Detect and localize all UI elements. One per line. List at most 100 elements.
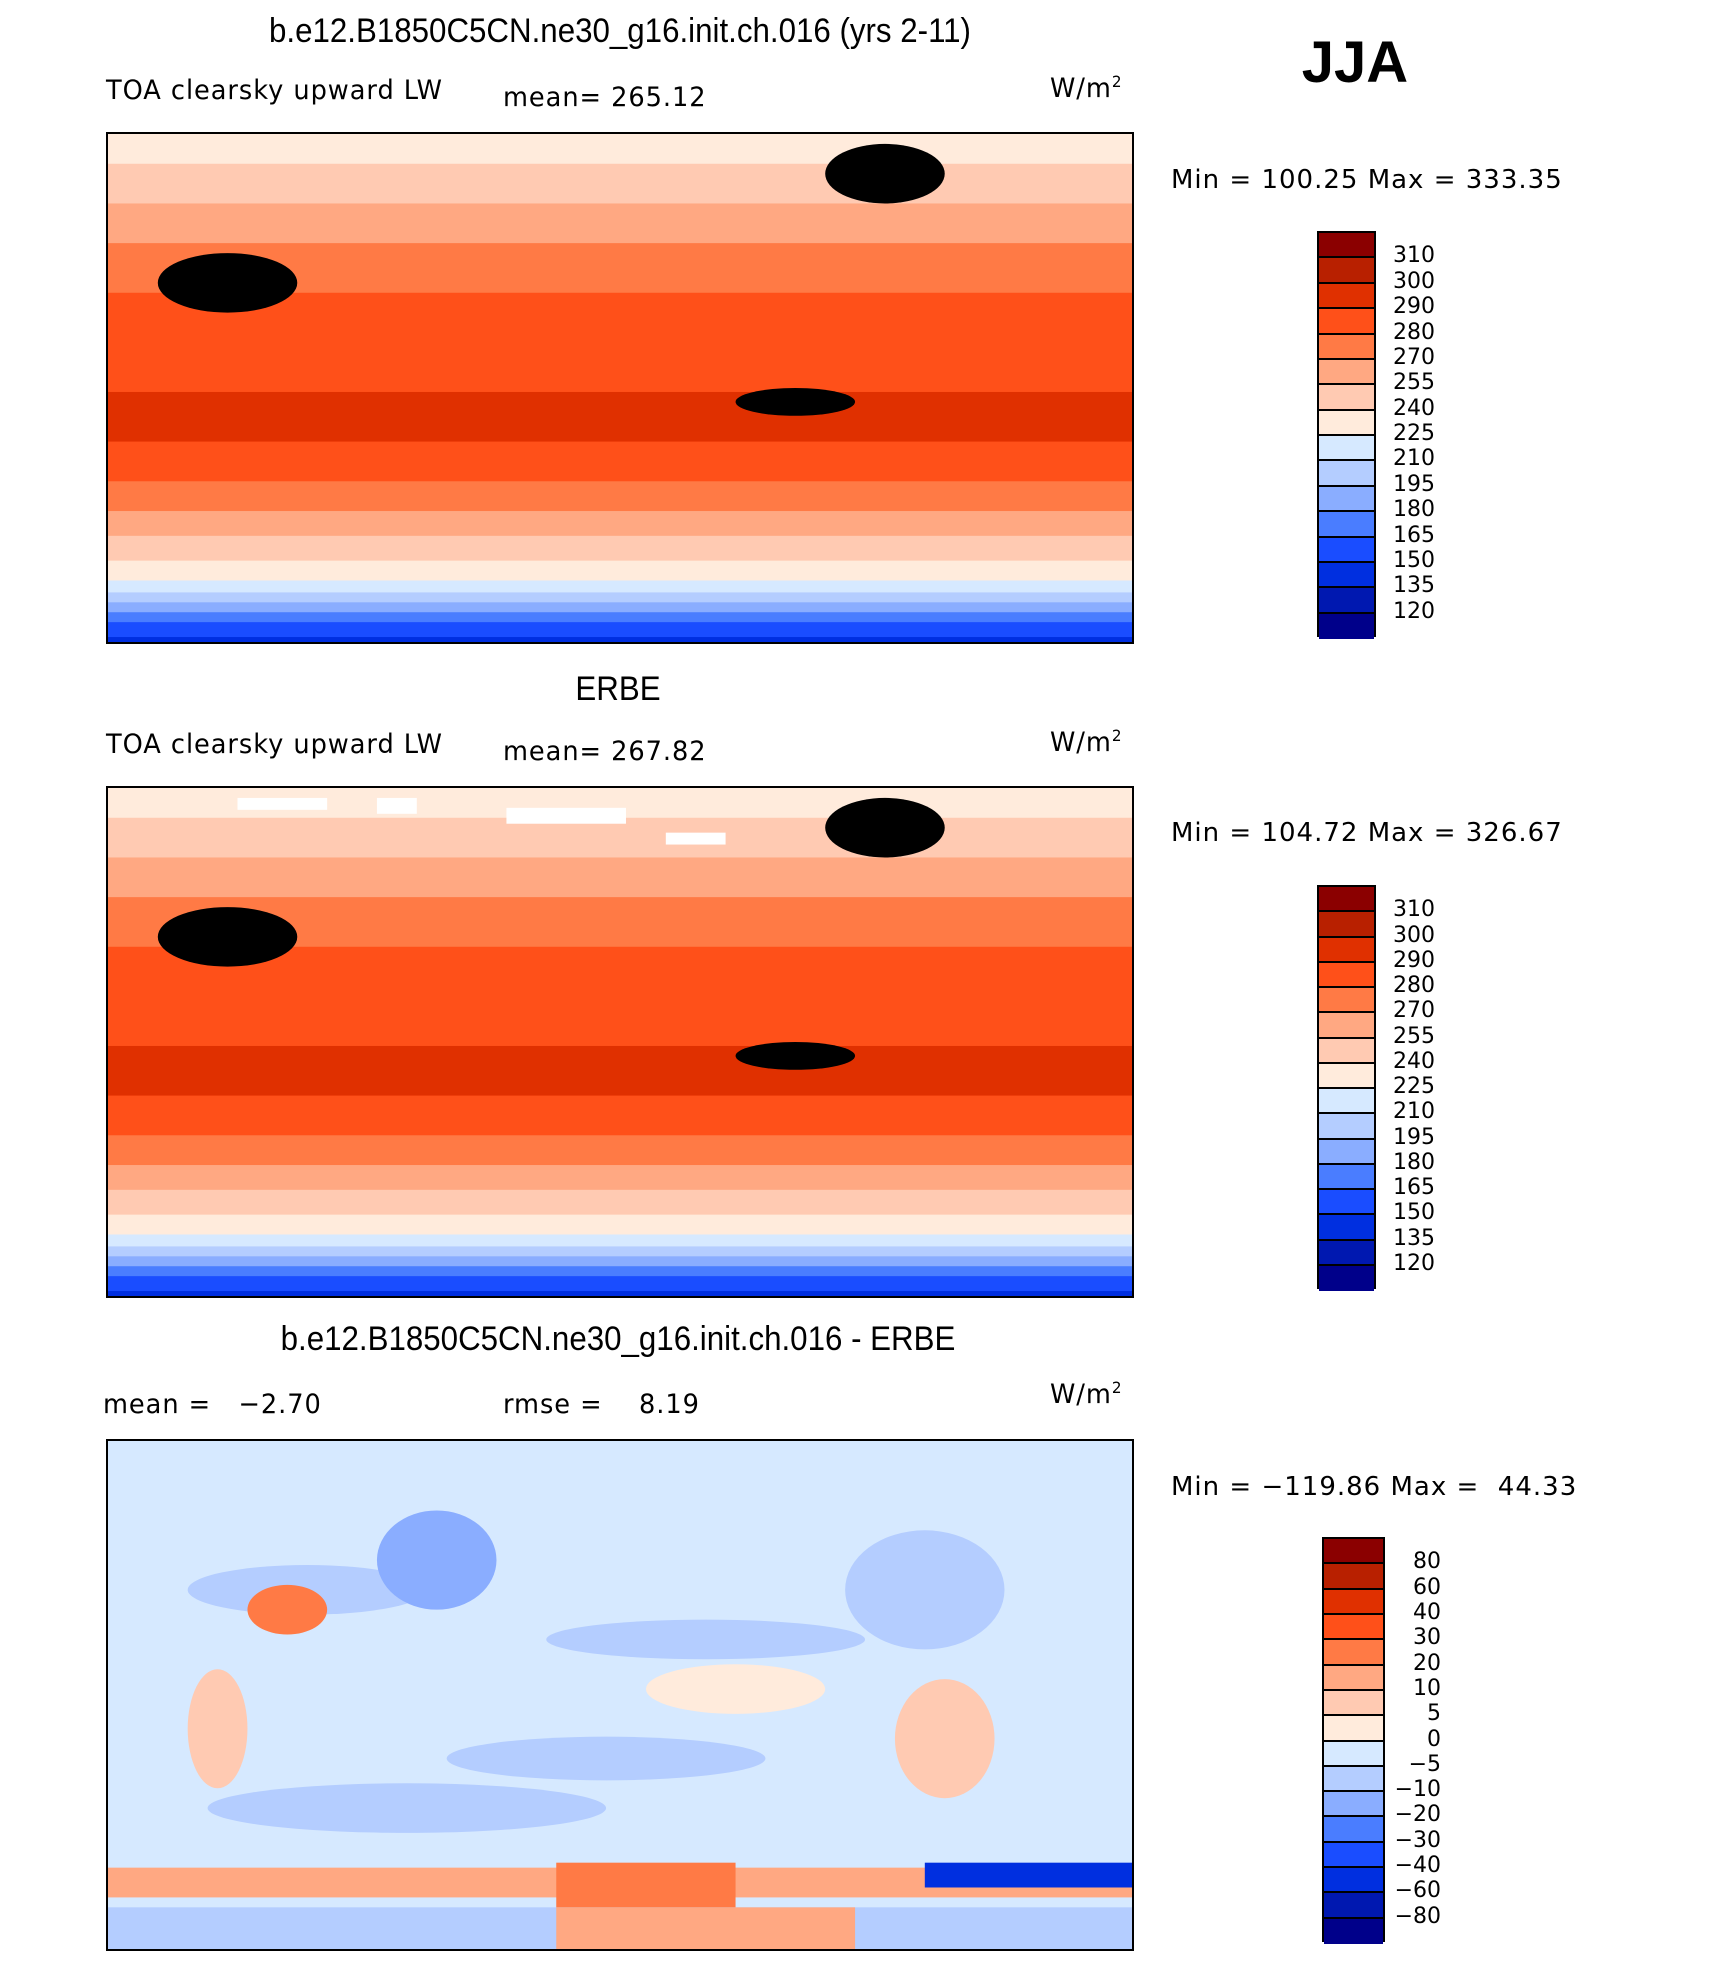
colorbar-label: 225 <box>1393 1074 1435 1099</box>
colorbar-label: 40 <box>1413 1599 1441 1625</box>
colorbar-swatch <box>1319 988 1374 1014</box>
colorbar-label: −10 <box>1394 1777 1441 1803</box>
colorbar-label: 195 <box>1393 1124 1435 1150</box>
colorbar-label: 10 <box>1413 1675 1441 1701</box>
colorbar-swatch <box>1319 258 1374 284</box>
colorbar-swatch <box>1319 436 1374 462</box>
colorbar-swatch <box>1324 1741 1383 1767</box>
colorbar-label: 290 <box>1393 947 1435 973</box>
colorbar-swatch <box>1319 1240 1374 1266</box>
colorbar-swatch <box>1319 613 1374 639</box>
colorbar-swatch <box>1319 1139 1374 1165</box>
colorbar-label: 255 <box>1393 1023 1435 1049</box>
colorbar-swatch <box>1324 1716 1383 1742</box>
colorbar-label: −5 <box>1408 1751 1441 1777</box>
colorbar-swatch <box>1319 962 1374 988</box>
colorbar-label: 135 <box>1393 1225 1435 1251</box>
panel3-colorbar <box>1322 1537 1385 1944</box>
panel2-mean: mean= 267.82 <box>503 736 707 767</box>
colorbar-label: 255 <box>1393 370 1435 396</box>
colorbar-swatch <box>1324 1665 1383 1691</box>
colorbar-label: −80 <box>1394 1903 1441 1929</box>
colorbar-swatch <box>1319 1265 1374 1291</box>
colorbar-swatch <box>1324 1589 1383 1615</box>
colorbar-label: 180 <box>1393 1149 1435 1175</box>
panel3-units: W/m2 <box>1050 1378 1123 1410</box>
panel3-rmse: rmse = 8.19 <box>503 1389 700 1420</box>
colorbar-swatch <box>1319 1114 1374 1140</box>
colorbar-swatch <box>1319 937 1374 963</box>
colorbar-label: 5 <box>1427 1701 1441 1727</box>
panel1-title: b.e12.B1850C5CN.ne30_g16.init.ch.016 (yr… <box>269 12 971 50</box>
colorbar-label: 300 <box>1393 922 1435 948</box>
colorbar-label: 290 <box>1393 294 1435 320</box>
colorbar-label: 310 <box>1393 243 1435 269</box>
colorbar-swatch <box>1324 1640 1383 1666</box>
colorbar-swatch <box>1319 887 1374 913</box>
panel2-variable: TOA clearsky upward LW <box>106 729 443 760</box>
panel3-title: b.e12.B1850C5CN.ne30_g16.init.ch.016 - E… <box>280 1320 956 1358</box>
colorbar-label: 210 <box>1393 1099 1435 1125</box>
panel1-units: W/m2 <box>1050 72 1123 104</box>
colorbar-swatch <box>1319 1063 1374 1089</box>
panel2-colorbar <box>1317 885 1376 1291</box>
colorbar-swatch <box>1319 334 1374 360</box>
colorbar-swatch <box>1324 1918 1383 1944</box>
colorbar-label: 30 <box>1413 1625 1441 1651</box>
colorbar-swatch <box>1324 1766 1383 1793</box>
colorbar-label: 225 <box>1393 421 1435 446</box>
colorbar-swatch <box>1319 486 1374 513</box>
colorbar-swatch <box>1319 233 1374 259</box>
colorbar-swatch <box>1319 359 1374 386</box>
colorbar-label: −20 <box>1394 1802 1441 1828</box>
colorbar-label: 300 <box>1393 268 1435 294</box>
colorbar-label: −30 <box>1394 1827 1441 1853</box>
colorbar-label: 0 <box>1427 1726 1441 1752</box>
panel1-variable: TOA clearsky upward LW <box>106 75 443 106</box>
colorbar-swatch <box>1319 1013 1374 1039</box>
colorbar-swatch <box>1324 1817 1383 1843</box>
panel3-map <box>106 1439 1134 1951</box>
panel3-mean: mean = −2.70 <box>103 1389 322 1420</box>
colorbar-swatch <box>1319 1038 1374 1064</box>
colorbar-label: 135 <box>1393 573 1435 599</box>
colorbar-label: 80 <box>1413 1549 1441 1575</box>
colorbar-label: 165 <box>1393 1175 1435 1200</box>
colorbar-label: 120 <box>1393 598 1435 624</box>
colorbar-swatch <box>1324 1868 1383 1894</box>
colorbar-swatch <box>1319 588 1374 614</box>
colorbar-swatch <box>1319 1190 1374 1216</box>
panel2-map <box>106 786 1134 1298</box>
colorbar-label: −40 <box>1394 1853 1441 1879</box>
colorbar-label: 270 <box>1393 344 1435 370</box>
colorbar-swatch <box>1324 1792 1383 1818</box>
colorbar-swatch <box>1319 283 1374 310</box>
colorbar-swatch <box>1324 1564 1383 1590</box>
colorbar-swatch <box>1319 562 1374 589</box>
colorbar-label: 210 <box>1393 446 1435 472</box>
colorbar-label: 150 <box>1393 1200 1435 1226</box>
colorbar-swatch <box>1324 1539 1383 1565</box>
season-label: JJA <box>1301 30 1409 95</box>
colorbar-swatch <box>1319 385 1374 411</box>
colorbar-swatch <box>1319 1164 1374 1190</box>
colorbar-swatch <box>1319 912 1374 938</box>
colorbar-swatch <box>1319 461 1374 487</box>
colorbar-label: 120 <box>1393 1250 1435 1276</box>
colorbar-label: 270 <box>1393 998 1435 1024</box>
panel1-mean: mean= 265.12 <box>503 82 707 113</box>
colorbar-label: 195 <box>1393 471 1435 497</box>
colorbar-label: 240 <box>1393 1048 1435 1074</box>
colorbar-swatch <box>1324 1614 1383 1641</box>
panel2-minmax: Min = 104.72 Max = 326.67 <box>1171 818 1563 848</box>
colorbar-label: 20 <box>1413 1650 1441 1676</box>
colorbar-label: 165 <box>1393 522 1435 548</box>
colorbar-swatch <box>1324 1842 1383 1869</box>
colorbar-label: 150 <box>1393 547 1435 573</box>
colorbar-label: 310 <box>1393 897 1435 923</box>
panel1-colorbar <box>1317 231 1376 639</box>
colorbar-label: 240 <box>1393 395 1435 421</box>
colorbar-swatch <box>1319 1089 1374 1115</box>
colorbar-label: 180 <box>1393 497 1435 523</box>
colorbar-swatch <box>1319 537 1374 563</box>
